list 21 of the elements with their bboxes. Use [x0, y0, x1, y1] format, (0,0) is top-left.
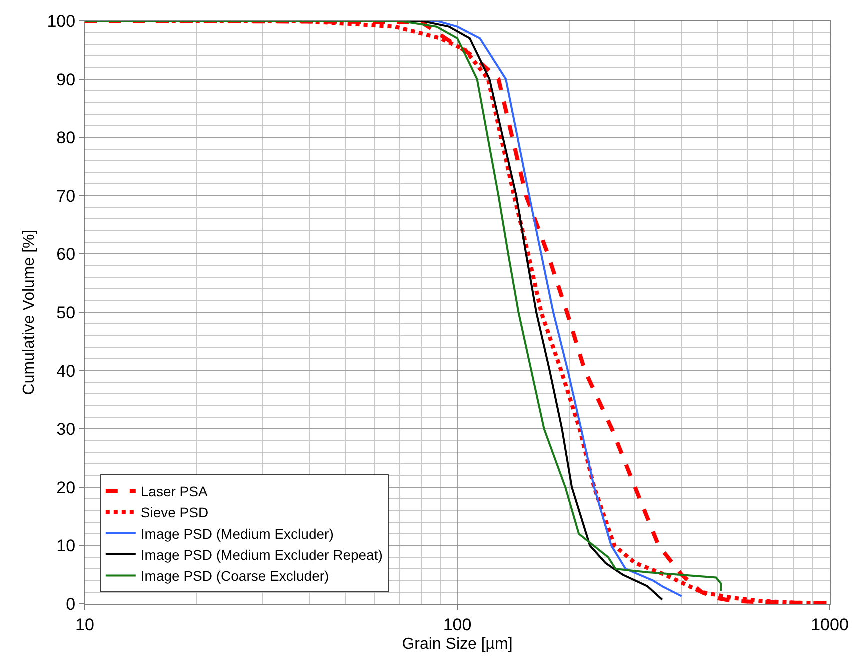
x-axis-title: Grain Size [µm] [402, 636, 513, 654]
y-tick-label: 10 [56, 536, 76, 556]
legend-label: Laser PSA [140, 483, 208, 500]
x-tick-label: 100 [443, 615, 472, 634]
x-tick-label: 1000 [811, 615, 849, 634]
y-tick-label: 100 [47, 12, 76, 31]
y-tick-label: 30 [56, 420, 76, 440]
y-tick-label: 90 [56, 70, 76, 90]
legend-label: Image PSD (Medium Excluder) [140, 526, 334, 542]
y-tick-label: 50 [56, 303, 76, 322]
x-tick-label: 10 [76, 615, 94, 634]
legend-label: Image PSD (Coarse Excluder) [140, 568, 330, 584]
y-tick-label: 70 [56, 186, 76, 206]
y-axis-title: Cumulative Volume [%] [21, 230, 38, 396]
legend-label: Image PSD (Medium Excluder Repeat) [140, 547, 383, 563]
y-tick-label: 40 [56, 362, 76, 381]
y-tick-label: 0 [66, 594, 76, 614]
y-tick-label: 60 [56, 245, 76, 264]
legend-label: Sieve PSD [140, 504, 209, 521]
y-tick-label: 20 [56, 478, 76, 498]
y-tick-label: 80 [56, 128, 76, 148]
